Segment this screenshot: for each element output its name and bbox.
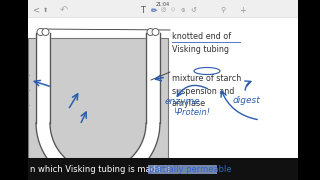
Text: +: + (240, 6, 246, 15)
Circle shape (42, 28, 49, 35)
Text: enzyme: enzyme (165, 96, 201, 105)
Circle shape (152, 28, 159, 35)
Text: 21:04: 21:04 (156, 1, 170, 6)
Text: └Protein!: └Protein! (173, 107, 211, 116)
Bar (0, 0, 28, 180)
Polygon shape (36, 33, 50, 123)
Text: ⊕: ⊕ (181, 8, 185, 12)
Text: ↶: ↶ (60, 5, 68, 15)
Bar (0, 158, 320, 180)
Bar (28, 17, 298, 158)
Text: <: < (33, 6, 39, 15)
Text: ✏: ✏ (151, 6, 157, 15)
Polygon shape (36, 123, 160, 180)
Text: ⚲: ⚲ (220, 7, 226, 13)
Bar (28, 0, 298, 17)
Bar (28, 38, 168, 158)
Text: digest: digest (233, 96, 261, 105)
Circle shape (37, 28, 44, 35)
Text: n which Visking tubing is made is: n which Visking tubing is made is (30, 165, 173, 174)
Bar (298, 0, 320, 180)
Polygon shape (146, 33, 160, 123)
Text: knotted end of
Visking tubing: knotted end of Visking tubing (172, 32, 231, 53)
Text: ⬆: ⬆ (44, 8, 49, 12)
Text: partially permeable: partially permeable (149, 165, 232, 174)
Text: ◇: ◇ (171, 8, 175, 12)
Text: ◎: ◎ (160, 8, 166, 12)
Text: mixture of starch
suspension and
amylase: mixture of starch suspension and amylase (172, 74, 241, 108)
Circle shape (147, 28, 154, 35)
Text: ↺: ↺ (190, 7, 196, 13)
Bar (148, 165, 217, 174)
Text: T: T (140, 6, 146, 15)
